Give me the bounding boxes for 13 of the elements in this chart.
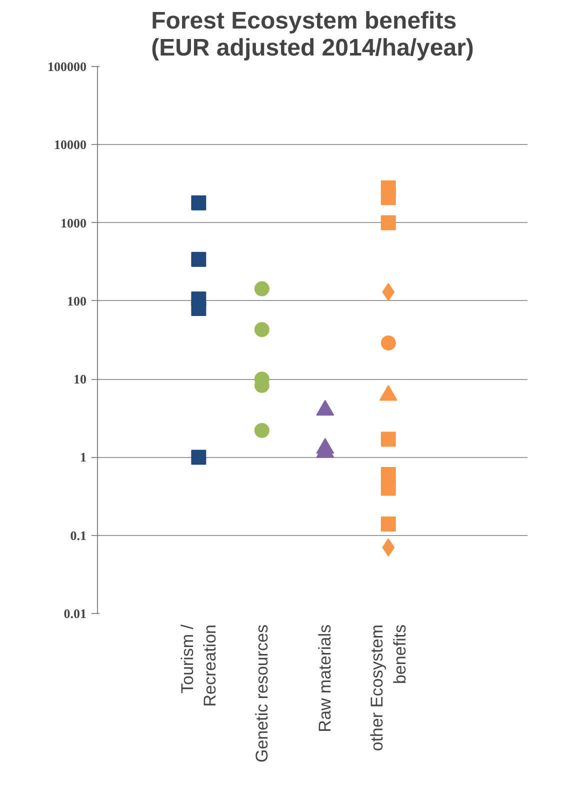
y-tick-label: 0.01 [64,606,86,621]
y-tick-label: 10000 [54,137,86,152]
y-tick-label: 10 [74,372,86,387]
y-tick-label: 100000 [48,59,86,74]
x-tick-label: Genetic resources [252,624,272,762]
x-tick-label: Tourism / Recreation [178,624,220,707]
x-tick-label: other Ecosystem benefits [367,624,410,752]
chart-title: Forest Ecosystem benefits (EUR adjusted 2014/ha/year) [151,8,474,62]
y-tick-label: 1 [80,450,86,465]
y-tick-label: 100 [67,293,86,308]
y-tick-label: 1000 [60,215,86,230]
x-tick-label: Raw materials [316,624,335,732]
y-tick-label: 0.1 [70,528,86,543]
